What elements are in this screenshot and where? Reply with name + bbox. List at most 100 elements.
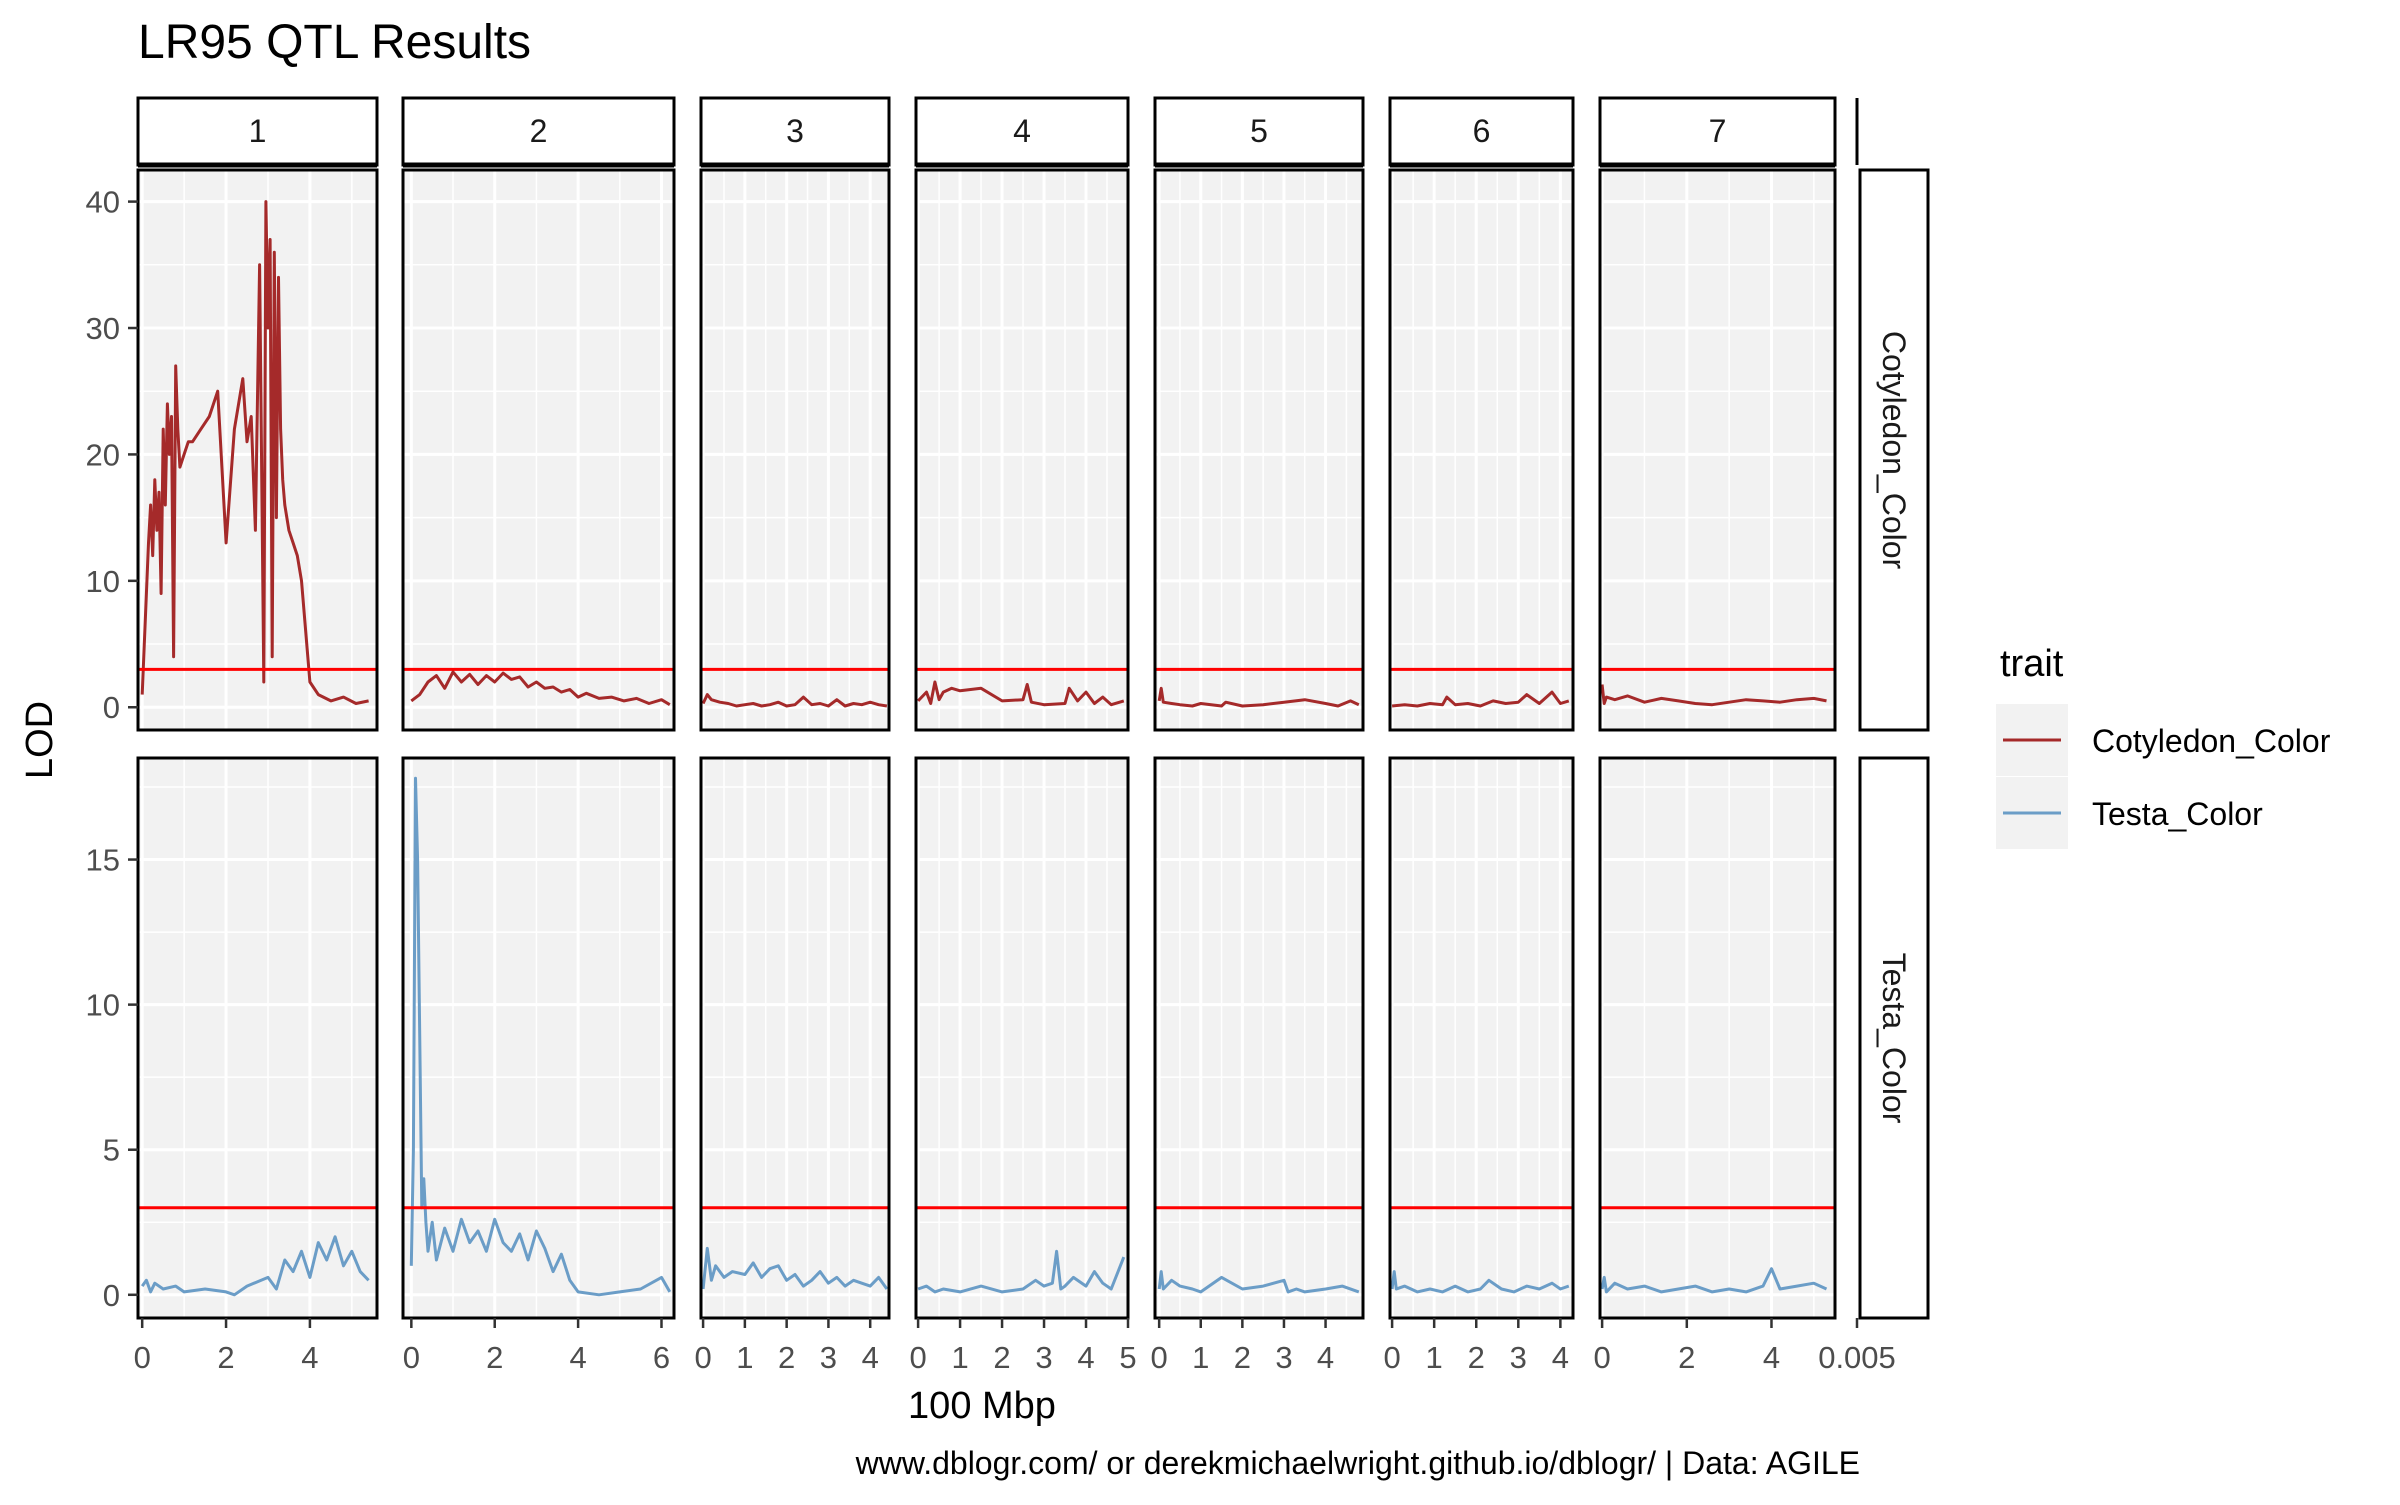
panel-bg-4-0 [916, 170, 1128, 730]
x-tick-label: 4 [1763, 1340, 1780, 1375]
x-tick-label: 6 [653, 1340, 670, 1375]
panel-border [1153, 756, 1365, 1320]
series-line-cotyledon-color-chr4 [917, 680, 1125, 707]
y-tick-label: 40 [86, 185, 120, 220]
x-tick-label: 0 [694, 1340, 711, 1375]
legend-label-testa-color: Testa_Color [2092, 796, 2263, 832]
facet-strip-7 [1598, 96, 1837, 167]
panel-border [1388, 756, 1575, 1320]
phantom-x-tick-label: 0.005 [1818, 1340, 1896, 1375]
panel-bg-2-0 [403, 170, 674, 730]
x-tick-label: 1 [736, 1340, 753, 1375]
y-tick-label: 0 [103, 1278, 120, 1313]
facet-strip-label-2: 2 [530, 113, 548, 149]
panel-bg-7-1 [1600, 758, 1835, 1318]
panel-border [401, 168, 676, 732]
panel-bg-6-0 [1390, 170, 1573, 730]
y-tick-label: 20 [86, 437, 120, 472]
chart-caption: www.dblogr.com/ or derekmichaelwright.gi… [855, 1445, 1860, 1481]
series-line-testa-color-chr7 [1600, 1267, 1828, 1294]
x-tick-label: 4 [301, 1340, 318, 1375]
x-tick-label: 1 [951, 1340, 968, 1375]
x-tick-label: 0 [1383, 1340, 1400, 1375]
row-strip-label: Cotyledon_Color [1876, 331, 1912, 570]
panel-border [699, 168, 891, 732]
x-tick-label: 5 [1119, 1340, 1136, 1375]
panel-bg-3-1 [701, 758, 889, 1318]
series-line-testa-color-chr3 [701, 1246, 889, 1290]
row-strip-label: Testa_Color [1876, 953, 1912, 1124]
panel-border [136, 168, 379, 732]
x-tick-label: 0 [909, 1340, 926, 1375]
series-line-testa-color-chr4 [917, 1249, 1126, 1294]
series-line-cotyledon-color-chr3 [701, 693, 888, 708]
facet-strip-2 [401, 96, 676, 167]
facet-strip-label-6: 6 [1473, 113, 1491, 149]
x-tick-label: 4 [1317, 1340, 1334, 1375]
x-tick-label: 2 [1234, 1340, 1251, 1375]
panel-bg-4-1 [916, 758, 1128, 1318]
legend-label-cotyledon-color: Cotyledon_Color [2092, 723, 2331, 759]
facet-strip-label-7: 7 [1709, 113, 1727, 149]
panel-bg-5-1 [1155, 758, 1363, 1318]
facet-strip-label-4: 4 [1013, 113, 1031, 149]
series-line-cotyledon-color-chr2 [410, 670, 671, 706]
panel-bg-1-1 [138, 758, 377, 1318]
facet-strip-6 [1388, 96, 1575, 167]
panel-border [136, 756, 379, 1320]
y-axis-title: LOD [19, 701, 61, 779]
panel-bg-5-0 [1155, 170, 1363, 730]
row-strip-cotyledon-color [1858, 168, 1930, 732]
y-tick-label: 10 [86, 988, 120, 1023]
panel-border [914, 756, 1130, 1320]
series-line-cotyledon-color-chr7 [1600, 684, 1827, 707]
x-tick-label: 3 [1035, 1340, 1052, 1375]
x-tick-label: 0 [1593, 1340, 1610, 1375]
panel-bg-2-1 [403, 758, 674, 1318]
x-tick-label: 3 [820, 1340, 837, 1375]
panel-border [1388, 168, 1575, 732]
panel-border [401, 756, 676, 1320]
series-line-cotyledon-color-chr6 [1391, 690, 1570, 708]
series-line-testa-color-chr2 [409, 776, 672, 1297]
x-tick-label: 2 [1468, 1340, 1485, 1375]
y-tick-label: 30 [86, 311, 120, 346]
series-line-testa-color-chr6 [1390, 1270, 1570, 1294]
series-line-testa-color-chr1 [140, 1235, 370, 1297]
facet-strip-label-1: 1 [249, 113, 267, 149]
facet-strip-1 [136, 96, 379, 167]
x-axis-title: 100 Mbp [908, 1385, 1056, 1427]
series-line-cotyledon-color-chr5 [1157, 686, 1360, 708]
x-tick-label: 4 [569, 1340, 586, 1375]
x-tick-label: 2 [993, 1340, 1010, 1375]
y-tick-label: 0 [103, 690, 120, 725]
panel-bg-7-0 [1600, 170, 1835, 730]
series-line-cotyledon-color-chr1 [140, 200, 369, 705]
panel-border [914, 168, 1130, 732]
facet-strip-5 [1153, 96, 1365, 167]
x-tick-label: 4 [1552, 1340, 1569, 1375]
x-tick-label: 1 [1426, 1340, 1443, 1375]
x-tick-label: 3 [1275, 1340, 1292, 1375]
panel-border [1598, 756, 1837, 1320]
x-tick-label: 2 [1678, 1340, 1695, 1375]
x-tick-label: 0 [1151, 1340, 1168, 1375]
panel-border [1598, 168, 1837, 732]
y-tick-label: 5 [103, 1133, 120, 1168]
chart-title: LR95 QTL Results [138, 16, 531, 69]
x-tick-label: 0 [403, 1340, 420, 1375]
facet-strip-label-3: 3 [786, 113, 804, 149]
x-tick-label: 3 [1510, 1340, 1527, 1375]
x-tick-label: 2 [486, 1340, 503, 1375]
facet-strip-3 [699, 96, 891, 167]
panel-bg-3-0 [701, 170, 889, 730]
x-tick-label: 4 [862, 1340, 879, 1375]
y-tick-label: 15 [86, 843, 120, 878]
panel-border [1153, 168, 1365, 732]
x-tick-label: 2 [217, 1340, 234, 1375]
series-line-testa-color-chr5 [1157, 1270, 1360, 1294]
facet-grid: 10 2 420 2 4 630 1 2 3 440 1 2 3 4 550 1 2 3 460 1 2 3 470 2 401… [86, 96, 1930, 1375]
x-tick-label: 2 [778, 1340, 795, 1375]
